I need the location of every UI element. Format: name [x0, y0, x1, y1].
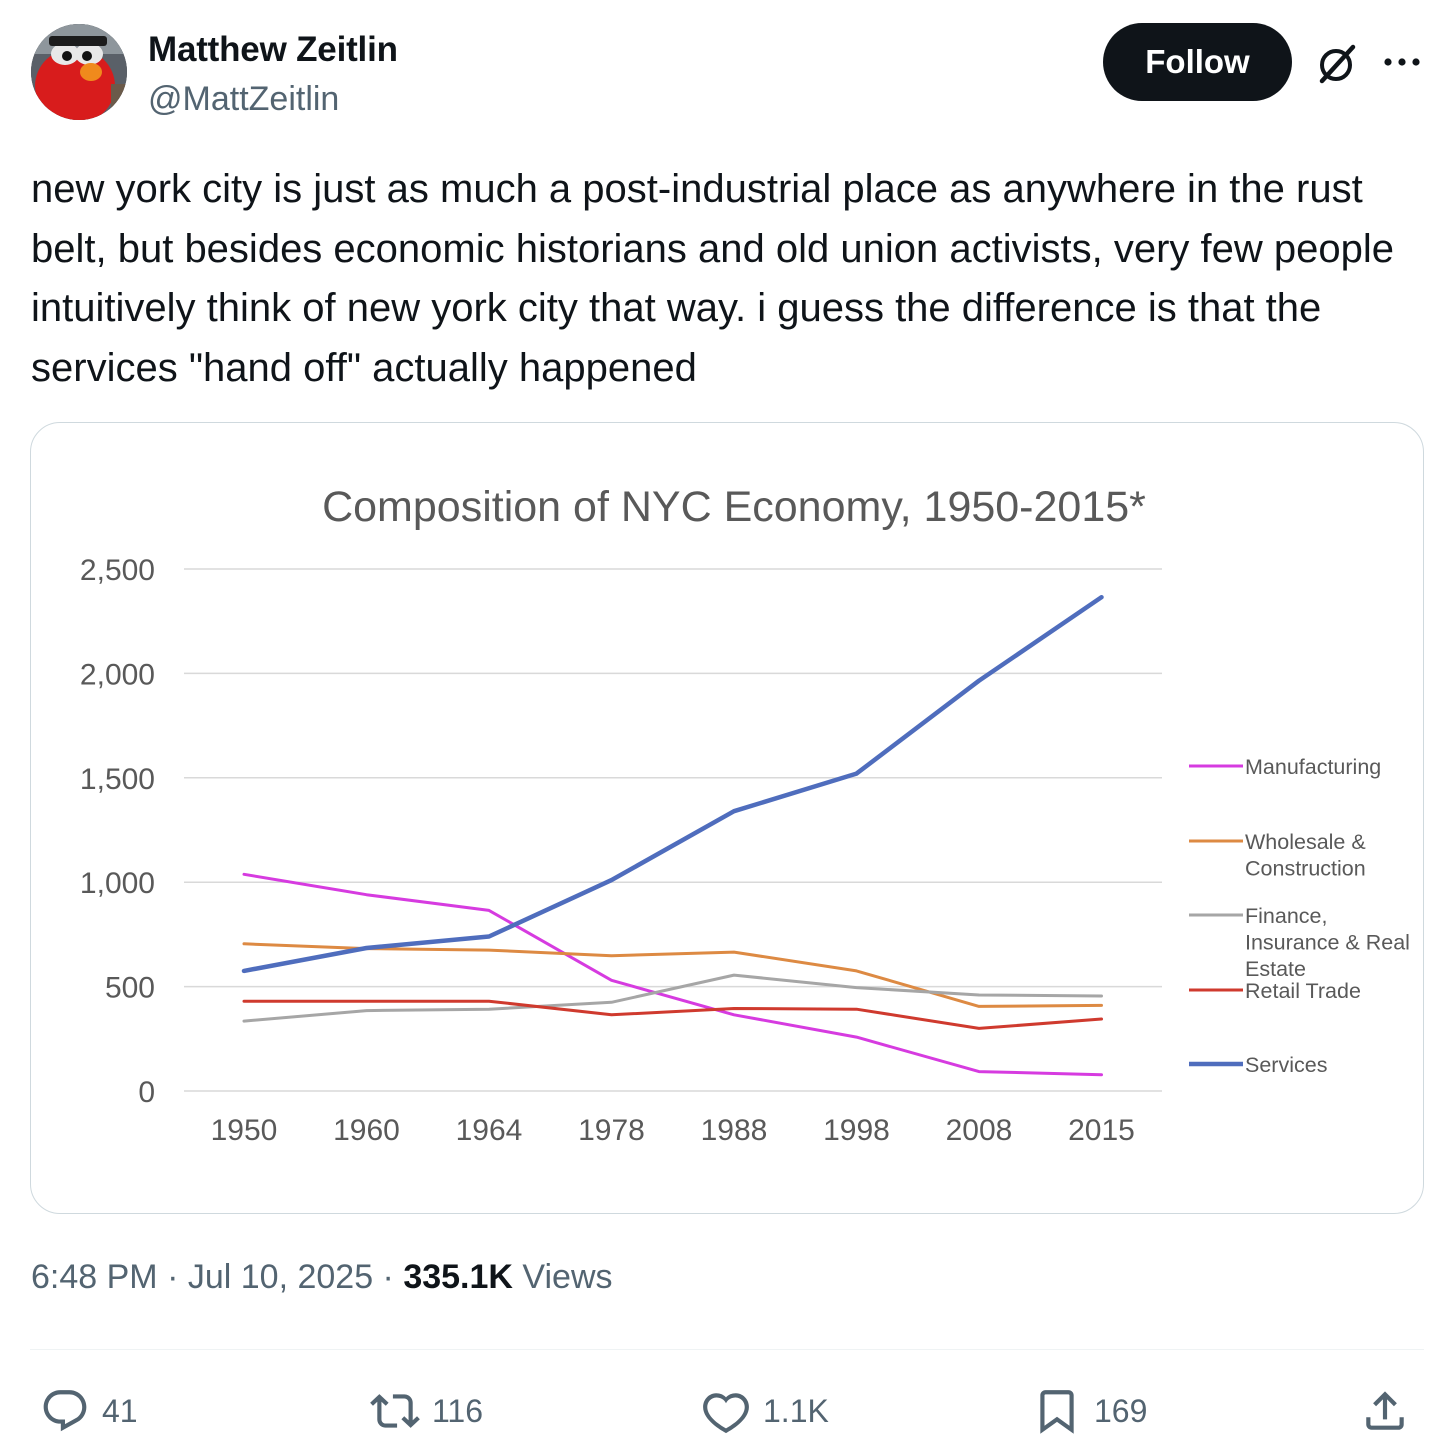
share-icon: [1366, 1391, 1404, 1430]
legend-label: Insurance & Real: [1245, 931, 1410, 955]
series-lines: [241, 594, 1104, 1077]
series-line-services: [241, 594, 1104, 974]
avatar-image: [31, 24, 127, 120]
retweet-button[interactable]: 116: [370, 1383, 483, 1439]
divider: [30, 1349, 1424, 1350]
tweet-text: new york city is just as much a post-ind…: [31, 167, 1394, 390]
meta-separator: ·: [373, 1258, 404, 1296]
author-name[interactable]: Matthew Zeitlin: [148, 30, 398, 69]
like-count: 1.1K: [763, 1392, 829, 1429]
y-tick-label: 0: [138, 1076, 155, 1109]
gridlines: [184, 568, 1162, 1092]
x-tick-label: 1964: [456, 1114, 523, 1147]
grok-icon[interactable]: [1314, 42, 1358, 86]
bookmark-button[interactable]: 169: [1032, 1383, 1147, 1439]
legend-label: Manufacturing: [1245, 755, 1381, 779]
retweet-icon: [370, 1394, 420, 1428]
x-tick-label: 1978: [578, 1114, 645, 1147]
share-button[interactable]: [1360, 1383, 1422, 1439]
views-label: Views: [512, 1258, 613, 1296]
x-tick-label: 1950: [211, 1114, 278, 1147]
x-axis-ticks: 1950 1960 1964 1978 1988 1998 2008 2015: [211, 1114, 1135, 1147]
author-handle[interactable]: @MattZeitlin: [148, 80, 340, 118]
reply-button[interactable]: 41: [40, 1383, 138, 1439]
x-tick-label: 1988: [701, 1114, 768, 1147]
views-count: 335.1K: [403, 1258, 513, 1296]
legend: Manufacturing Wholesale & Construction Fina…: [1189, 755, 1410, 1077]
legend-label: Wholesale &: [1245, 830, 1366, 854]
legend-label: Estate: [1245, 957, 1306, 981]
heart-icon: [703, 1393, 749, 1434]
y-tick-label: 1,000: [80, 867, 155, 900]
y-tick-label: 2,500: [80, 554, 155, 587]
reply-count: 41: [102, 1392, 138, 1429]
y-tick-label: 1,500: [80, 763, 155, 796]
y-tick-label: 2,000: [80, 658, 155, 691]
x-tick-label: 2008: [946, 1114, 1013, 1147]
legend-label: Retail Trade: [1245, 979, 1361, 1003]
avatar[interactable]: [31, 24, 127, 120]
retweet-count: 116: [432, 1392, 484, 1429]
legend-item: Services: [1189, 1053, 1327, 1077]
bookmark-count: 169: [1094, 1392, 1148, 1429]
legend-label: Finance,: [1245, 904, 1327, 928]
more-icon[interactable]: [1382, 50, 1422, 74]
like-button[interactable]: 1.1K: [701, 1383, 829, 1439]
x-tick-label: 2015: [1068, 1114, 1135, 1147]
legend-item: Manufacturing: [1189, 755, 1381, 779]
x-tick-label: 1998: [823, 1114, 890, 1147]
tweet-date[interactable]: Jul 10, 2025: [187, 1258, 374, 1296]
series-line-retail-trade: [242, 999, 1103, 1030]
media-card[interactable]: Composition of NYC Economy, 1950-2015* 0…: [30, 422, 1424, 1214]
y-tick-label: 500: [105, 972, 155, 1005]
series-line-wholesale-construction: [242, 942, 1103, 1008]
bookmark-icon: [1040, 1390, 1074, 1434]
legend-label: Construction: [1245, 857, 1366, 881]
reply-icon: [43, 1390, 87, 1432]
x-tick-label: 1960: [333, 1114, 400, 1147]
tweet-time[interactable]: 6:48 PM: [31, 1258, 158, 1296]
follow-button[interactable]: Follow: [1103, 23, 1292, 101]
meta-separator: ·: [157, 1258, 188, 1296]
tweet-meta: 6:48 PM · Jul 10, 2025 · 335.1K Views: [31, 1258, 613, 1297]
legend-label: Services: [1245, 1053, 1327, 1077]
series-line-finance-insurance-real-estate: [242, 973, 1103, 1023]
y-axis-ticks: 0 500 1,000 1,500 2,000 2,500: [80, 554, 155, 1109]
chart-title: Composition of NYC Economy, 1950-2015*: [322, 483, 1146, 531]
line-chart: Composition of NYC Economy, 1950-2015* 0…: [80, 483, 1410, 1147]
legend-item: Retail Trade: [1189, 979, 1361, 1003]
series-line-manufacturing: [242, 872, 1103, 1077]
legend-item: Wholesale & Construction: [1189, 830, 1366, 881]
